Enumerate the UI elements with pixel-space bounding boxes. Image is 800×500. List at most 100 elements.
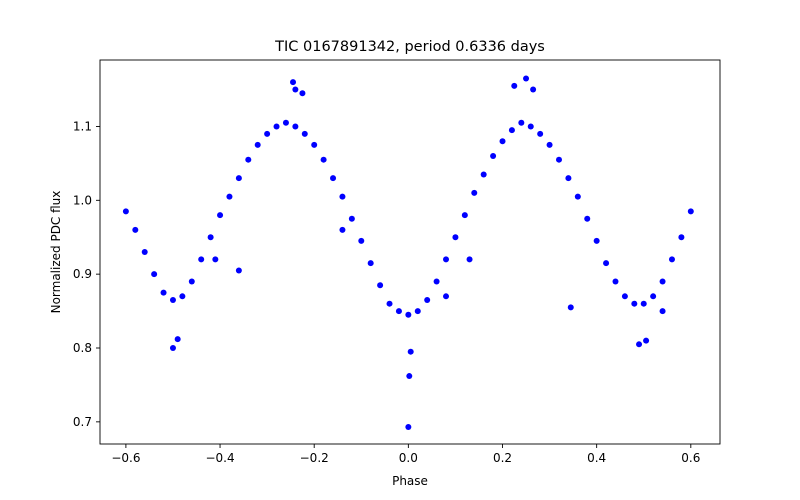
data-point <box>179 293 186 300</box>
data-point <box>348 215 355 222</box>
data-point <box>452 234 459 241</box>
data-point <box>358 237 365 244</box>
data-point <box>643 337 650 344</box>
data-point <box>593 237 600 244</box>
x-axis-label: Phase <box>392 474 428 488</box>
data-point <box>687 208 694 215</box>
x-axis-ticks: −0.6 −0.4 −0.2 0.0 0.2 0.4 0.6 <box>111 444 700 465</box>
data-point <box>299 90 306 97</box>
data-point <box>678 234 685 241</box>
data-point <box>584 215 591 222</box>
data-point <box>443 256 450 263</box>
x-tick-label: 0.2 <box>493 451 512 465</box>
data-point <box>518 119 525 126</box>
data-point <box>621 293 628 300</box>
data-point <box>235 267 242 274</box>
data-point <box>556 156 562 163</box>
data-point <box>414 308 421 315</box>
chart-title: TIC 0167891342, period 0.6336 days <box>274 39 545 55</box>
data-point <box>132 226 139 233</box>
data-point <box>282 119 289 126</box>
y-tick-label: 1.1 <box>73 119 92 133</box>
data-point <box>292 123 299 130</box>
data-point <box>546 141 553 148</box>
data-point <box>254 141 261 148</box>
data-point <box>395 308 402 315</box>
data-point <box>659 278 666 285</box>
x-tick-label: 0.6 <box>681 451 700 465</box>
data-point <box>320 156 327 163</box>
y-tick-label: 1.0 <box>73 193 92 207</box>
y-tick-label: 0.9 <box>73 267 92 281</box>
y-tick-label: 0.7 <box>73 415 92 429</box>
data-point <box>122 208 129 215</box>
data-point <box>311 141 318 148</box>
data-point <box>527 123 534 130</box>
data-point <box>636 341 643 348</box>
data-point <box>511 82 518 89</box>
x-tick-label: 0.0 <box>399 451 418 465</box>
data-point <box>198 256 205 263</box>
data-point <box>188 278 195 285</box>
data-point <box>367 260 374 267</box>
data-point <box>169 297 176 303</box>
data-point <box>537 130 544 137</box>
data-point <box>151 271 158 278</box>
data-point <box>339 193 346 200</box>
data-point <box>405 424 412 431</box>
data-point <box>650 293 657 300</box>
data-point <box>443 293 450 300</box>
x-tick-label: −0.6 <box>111 451 140 465</box>
data-points <box>122 75 694 431</box>
data-point <box>565 175 572 182</box>
data-point <box>567 304 574 311</box>
data-point <box>490 153 497 159</box>
x-tick-label: 0.4 <box>587 451 606 465</box>
data-point <box>480 171 487 178</box>
data-point <box>264 130 271 137</box>
data-point <box>466 256 473 263</box>
data-point <box>471 189 478 196</box>
data-point <box>330 175 337 182</box>
plot-area-frame <box>99 59 721 445</box>
data-point <box>174 336 181 343</box>
data-point <box>530 86 537 93</box>
data-point <box>160 289 167 296</box>
data-point <box>461 212 468 219</box>
data-point <box>235 175 242 182</box>
data-point <box>603 260 610 267</box>
y-axis-label: Normalized PDC flux <box>49 191 63 314</box>
data-point <box>212 256 219 263</box>
data-point <box>640 300 647 307</box>
data-point <box>405 311 412 318</box>
data-point <box>301 130 308 137</box>
data-point <box>245 156 252 163</box>
data-point <box>386 300 393 307</box>
data-point <box>290 79 297 86</box>
data-point <box>207 234 214 241</box>
data-point <box>668 256 675 263</box>
data-point <box>631 300 638 307</box>
y-tick-label: 0.8 <box>73 341 92 355</box>
data-point <box>612 278 619 285</box>
data-point <box>141 249 148 255</box>
y-axis-ticks: 0.7 0.8 0.9 1.0 1.1 <box>73 119 100 429</box>
data-point <box>217 212 224 219</box>
data-point <box>273 123 280 130</box>
data-point <box>433 278 440 285</box>
data-point <box>499 138 506 145</box>
data-point <box>406 373 413 380</box>
x-tick-label: −0.2 <box>300 451 329 465</box>
data-point <box>339 226 346 233</box>
data-point <box>292 86 299 93</box>
data-point <box>659 308 666 315</box>
data-point <box>407 348 414 355</box>
data-point <box>169 345 176 351</box>
data-point <box>508 127 515 134</box>
data-point <box>226 193 233 200</box>
data-point <box>424 297 431 303</box>
data-point <box>574 193 581 200</box>
x-tick-label: −0.4 <box>205 451 234 465</box>
data-point <box>523 75 530 82</box>
